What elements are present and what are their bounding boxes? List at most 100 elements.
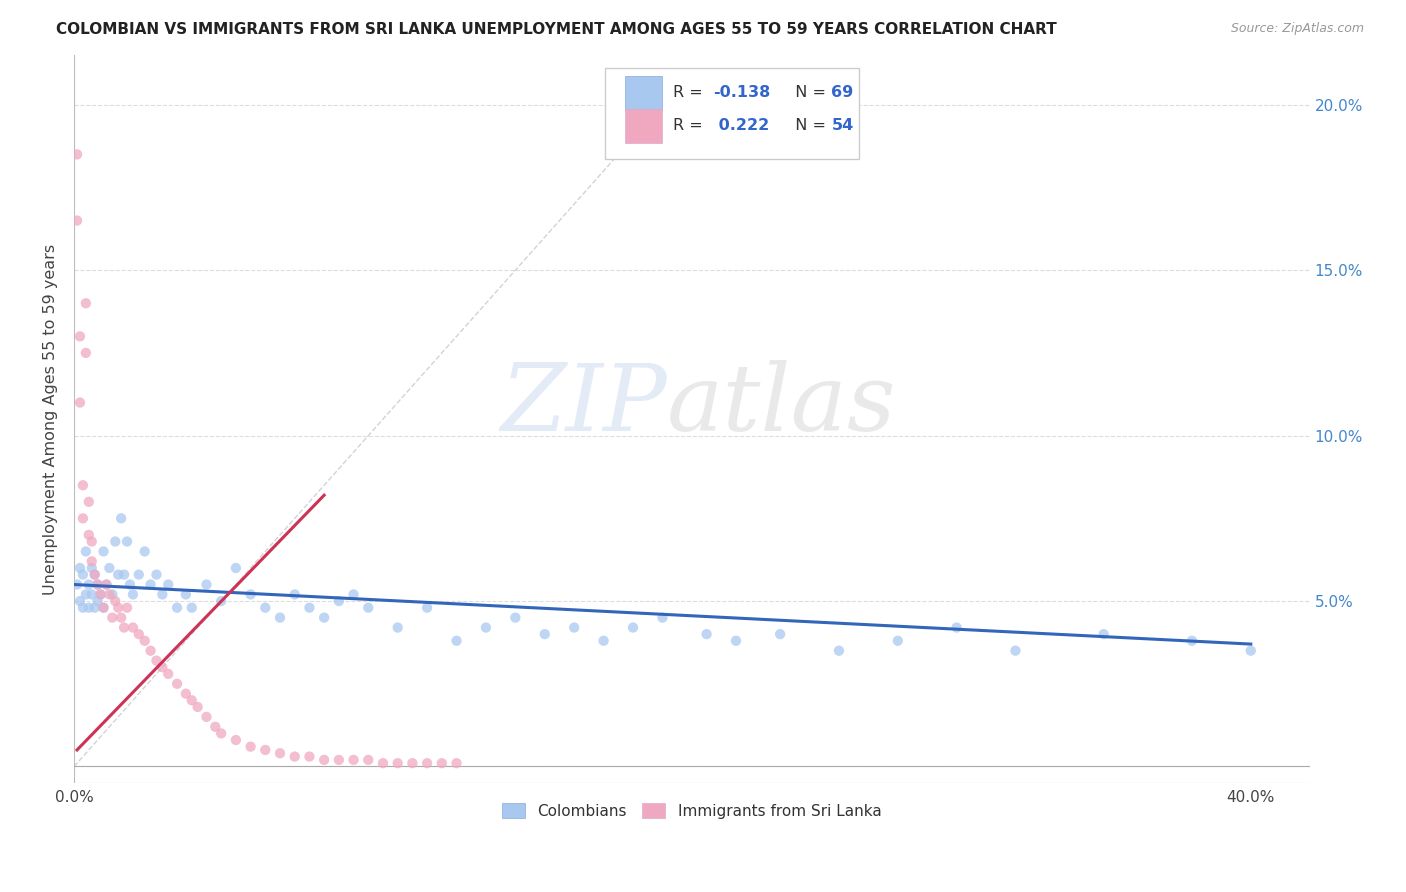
Point [66, 213, 89, 227]
Point [387, 621, 409, 635]
Point [83, 600, 105, 615]
Point [118, 577, 141, 591]
Point [239, 587, 262, 601]
Text: COLOMBIAN VS IMMIGRANTS FROM SRI LANKA UNEMPLOYMENT AMONG AGES 55 TO 59 YEARS CO: COLOMBIAN VS IMMIGRANTS FROM SRI LANKA U… [56, 22, 1057, 37]
Text: N =: N = [785, 86, 831, 101]
Point [342, 753, 364, 767]
Point [104, 534, 127, 549]
Point [225, 561, 247, 575]
Point [269, 746, 291, 760]
Text: 0.222: 0.222 [713, 119, 769, 133]
Text: ZIP: ZIP [501, 359, 668, 450]
Point [77, 600, 100, 615]
Point [769, 627, 792, 641]
Point [77, 528, 100, 542]
Point [110, 511, 132, 525]
Point [139, 643, 162, 657]
Point [90, 587, 112, 601]
Point [66, 147, 89, 161]
Point [107, 600, 129, 615]
Point [416, 756, 439, 771]
Point [696, 627, 718, 641]
Point [93, 600, 115, 615]
Point [357, 753, 380, 767]
Point [157, 577, 180, 591]
Text: R =: R = [673, 86, 709, 101]
Point [298, 749, 321, 764]
Text: R =: R = [673, 119, 709, 133]
Point [72, 478, 94, 492]
Point [342, 587, 364, 601]
Point [98, 587, 121, 601]
Point [328, 753, 350, 767]
Point [505, 610, 527, 624]
Point [945, 621, 967, 635]
Point [115, 534, 138, 549]
Point [724, 633, 747, 648]
Point [128, 627, 150, 641]
FancyBboxPatch shape [626, 76, 662, 110]
Point [80, 587, 103, 601]
Point [139, 577, 162, 591]
Point [93, 544, 115, 558]
Point [239, 739, 262, 754]
Point [145, 654, 167, 668]
Point [180, 600, 202, 615]
Point [166, 677, 188, 691]
Point [72, 511, 94, 525]
Point [254, 743, 277, 757]
Point [254, 600, 277, 615]
Point [562, 621, 585, 635]
Point [416, 600, 439, 615]
Text: N =: N = [785, 119, 831, 133]
Point [101, 610, 124, 624]
Point [86, 594, 108, 608]
Point [72, 567, 94, 582]
Point [69, 329, 91, 343]
Point [371, 756, 394, 771]
Text: 69: 69 [831, 86, 853, 101]
Text: -0.138: -0.138 [713, 86, 770, 101]
Point [357, 600, 380, 615]
Point [134, 633, 156, 648]
Point [93, 600, 115, 615]
Point [1240, 643, 1263, 657]
Point [269, 610, 291, 624]
Point [621, 621, 644, 635]
Point [122, 587, 145, 601]
Point [314, 753, 336, 767]
Point [134, 544, 156, 558]
FancyBboxPatch shape [626, 109, 662, 143]
Point [314, 610, 336, 624]
Point [209, 726, 232, 740]
Point [204, 720, 226, 734]
Point [209, 594, 232, 608]
Point [157, 666, 180, 681]
Point [115, 600, 138, 615]
Legend: Colombians, Immigrants from Sri Lanka: Colombians, Immigrants from Sri Lanka [495, 795, 889, 826]
Text: atlas: atlas [668, 359, 897, 450]
Point [150, 587, 173, 601]
Point [72, 600, 94, 615]
Point [77, 577, 100, 591]
Point [96, 577, 118, 591]
Point [150, 660, 173, 674]
Point [86, 577, 108, 591]
Point [284, 587, 307, 601]
Point [174, 687, 197, 701]
Point [475, 621, 498, 635]
Point [112, 621, 135, 635]
Point [75, 296, 97, 310]
Point [592, 633, 614, 648]
Point [195, 710, 218, 724]
Point [887, 633, 910, 648]
Point [298, 600, 321, 615]
Point [122, 621, 145, 635]
Point [187, 700, 209, 714]
Point [828, 643, 851, 657]
Point [80, 534, 103, 549]
Point [145, 567, 167, 582]
Point [387, 756, 409, 771]
Point [101, 587, 124, 601]
Point [80, 554, 103, 568]
